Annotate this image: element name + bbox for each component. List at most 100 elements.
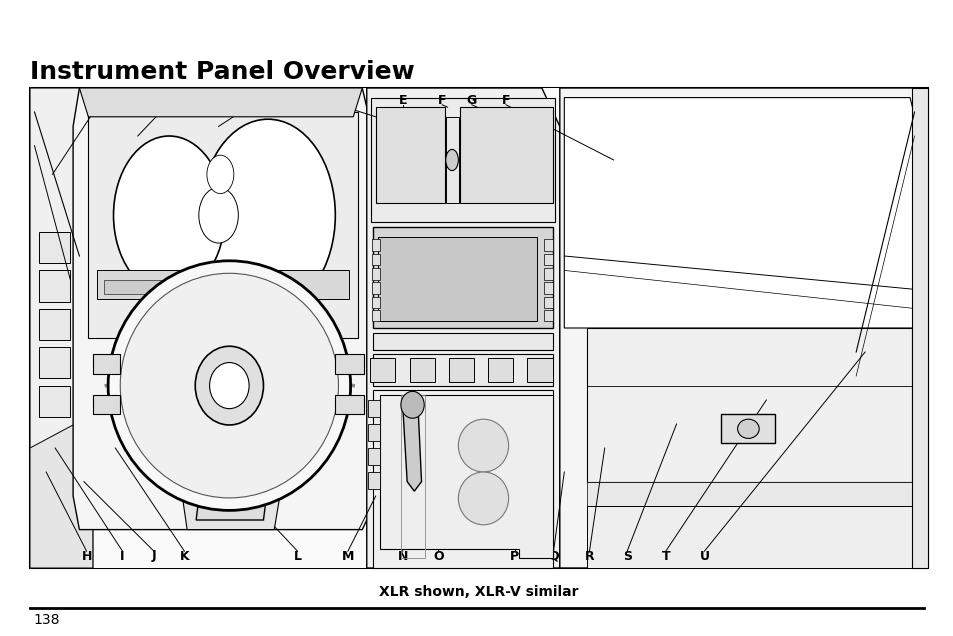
Bar — [39, 347, 71, 378]
Bar — [527, 358, 552, 382]
Ellipse shape — [457, 419, 508, 472]
Bar — [543, 297, 552, 308]
Bar — [335, 354, 364, 373]
Text: C: C — [247, 93, 256, 106]
Ellipse shape — [198, 188, 238, 243]
Bar — [543, 254, 552, 265]
Text: 80: 80 — [308, 167, 317, 172]
Polygon shape — [181, 487, 281, 530]
Text: N: N — [397, 550, 408, 562]
Text: U: U — [699, 550, 709, 562]
Ellipse shape — [207, 155, 233, 193]
Bar — [488, 358, 513, 382]
Ellipse shape — [108, 261, 350, 511]
Bar — [720, 415, 775, 443]
Bar — [373, 391, 552, 568]
Bar — [373, 227, 552, 328]
Bar — [367, 400, 380, 417]
Text: 100: 100 — [261, 123, 274, 129]
Polygon shape — [207, 376, 252, 395]
Polygon shape — [402, 404, 421, 491]
Text: D: D — [333, 93, 343, 106]
Ellipse shape — [195, 346, 263, 425]
Ellipse shape — [457, 472, 508, 525]
Bar — [409, 358, 435, 382]
Bar — [543, 310, 552, 321]
Bar — [373, 333, 552, 350]
Polygon shape — [564, 97, 916, 328]
Text: J: J — [152, 550, 156, 562]
Ellipse shape — [210, 363, 249, 409]
Bar — [372, 268, 380, 279]
Text: K: K — [179, 550, 189, 562]
Polygon shape — [559, 88, 923, 568]
Bar — [375, 107, 444, 203]
Bar — [459, 107, 552, 203]
Bar — [39, 385, 71, 417]
Text: ___km/h: ___km/h — [207, 282, 230, 287]
Bar — [378, 237, 537, 321]
Text: A: A — [93, 93, 103, 106]
Bar — [370, 358, 395, 382]
Polygon shape — [911, 88, 927, 568]
Bar — [371, 97, 555, 223]
Bar — [39, 270, 71, 301]
Bar — [586, 328, 911, 481]
Text: S: S — [622, 550, 631, 562]
Bar — [92, 395, 120, 415]
Text: T: T — [660, 550, 669, 562]
Bar — [97, 270, 349, 299]
Bar — [543, 282, 552, 294]
Text: E: E — [398, 93, 407, 106]
Bar — [543, 268, 552, 279]
Text: B: B — [162, 93, 172, 106]
Bar — [30, 88, 927, 568]
Text: H: H — [81, 550, 91, 562]
Polygon shape — [73, 88, 371, 530]
Text: XLR shown, XLR-V similar: XLR shown, XLR-V similar — [379, 585, 578, 599]
Ellipse shape — [737, 419, 759, 438]
Polygon shape — [380, 395, 552, 558]
Bar — [30, 88, 927, 568]
Text: O: O — [433, 550, 443, 562]
Bar — [449, 358, 474, 382]
Text: F: F — [501, 93, 510, 106]
Polygon shape — [30, 415, 92, 568]
Bar — [92, 354, 120, 373]
Bar — [39, 232, 71, 263]
Text: R: R — [584, 550, 594, 562]
Text: F: F — [437, 93, 446, 106]
Bar — [372, 297, 380, 308]
Text: Instrument Panel Overview: Instrument Panel Overview — [30, 60, 415, 84]
Bar — [335, 395, 364, 415]
Bar — [367, 424, 380, 441]
Bar — [372, 254, 380, 265]
Polygon shape — [366, 88, 559, 568]
Bar — [89, 112, 357, 338]
Text: 138: 138 — [33, 613, 59, 627]
Bar — [586, 506, 911, 568]
Text: P: P — [510, 550, 519, 562]
Bar — [400, 395, 425, 558]
Text: G: G — [466, 93, 476, 106]
Polygon shape — [196, 462, 271, 520]
Text: M: M — [341, 550, 354, 562]
Bar — [586, 481, 911, 506]
Ellipse shape — [113, 136, 225, 294]
Bar — [372, 282, 380, 294]
Bar — [372, 239, 380, 251]
Text: L: L — [294, 550, 301, 562]
Ellipse shape — [400, 391, 424, 418]
Bar — [445, 117, 458, 203]
Bar — [373, 354, 552, 385]
Polygon shape — [79, 88, 362, 117]
Polygon shape — [30, 88, 92, 568]
Bar — [367, 472, 380, 489]
Bar — [372, 310, 380, 321]
Text: Q: Q — [548, 550, 558, 562]
Bar — [104, 280, 192, 294]
Bar — [39, 309, 71, 340]
Bar — [543, 239, 552, 251]
Ellipse shape — [120, 273, 338, 498]
Ellipse shape — [445, 149, 457, 170]
